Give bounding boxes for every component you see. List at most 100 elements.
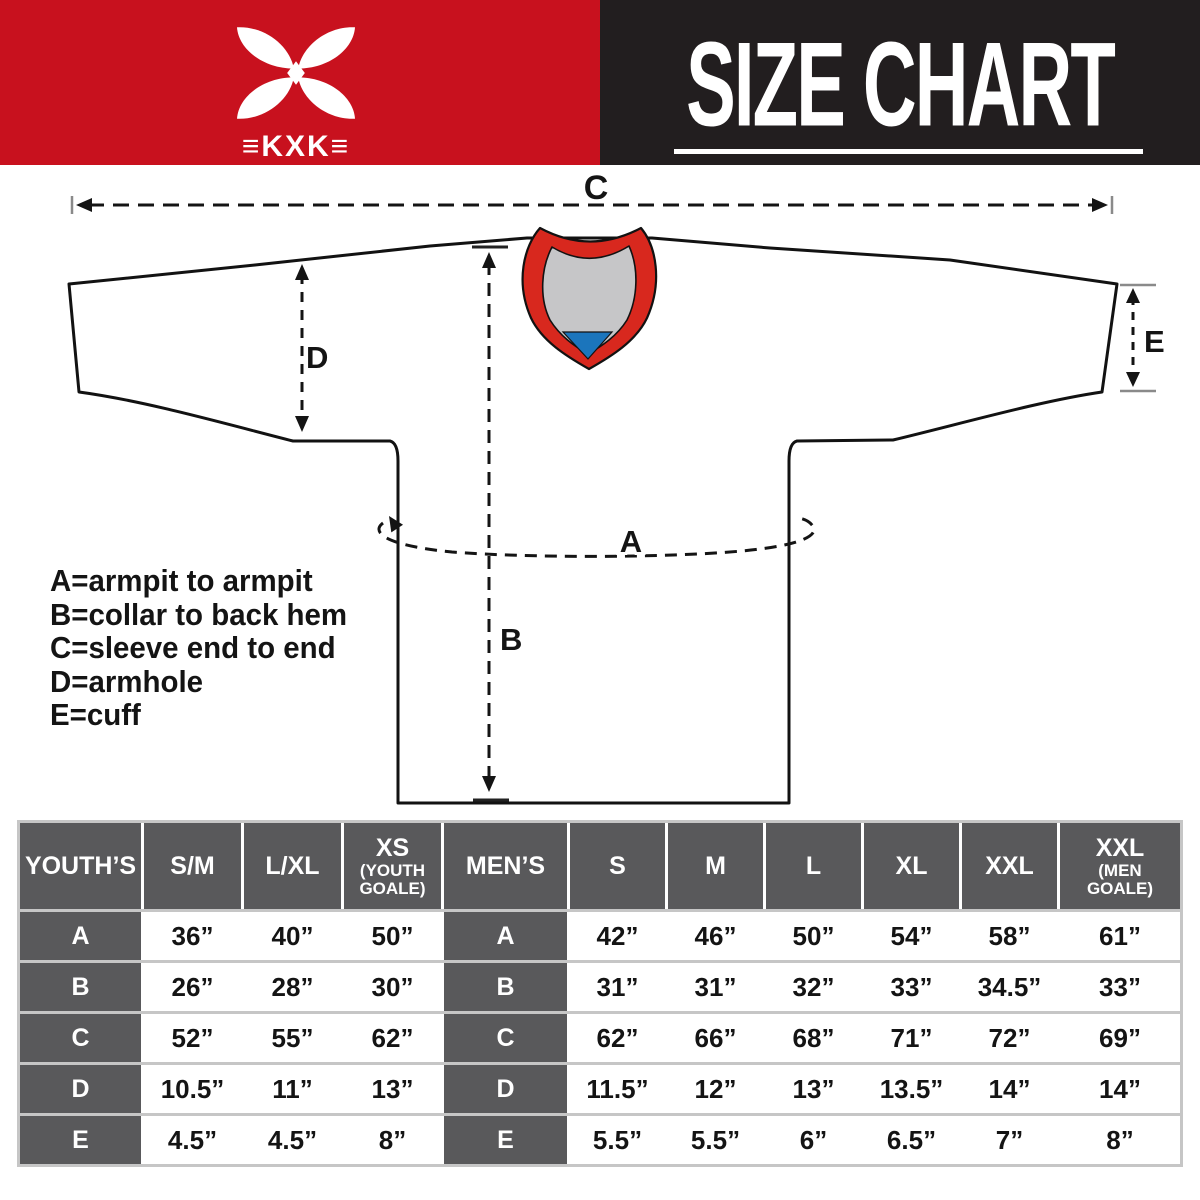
column-header-cell: XL: [864, 823, 959, 909]
value-cell: 66”: [668, 1014, 763, 1062]
column-header-cell-text: XXL: [985, 851, 1034, 880]
value-cell-text: 33”: [1099, 971, 1141, 1002]
dim-d-arrow-down: [295, 416, 309, 432]
legend-line-d: D=armhole: [50, 663, 204, 699]
table-row: C 52” 55” 62” C 62” 66” 68” 71” 72” 69”: [20, 1014, 1180, 1062]
value-cell-text: 31”: [596, 971, 639, 1002]
row-label-cell-text: A: [496, 921, 515, 950]
value-cell-text: 71”: [890, 1022, 933, 1053]
collar-inner-panel: [541, 245, 637, 355]
value-cell: 55”: [244, 1014, 341, 1062]
column-header-cell: XS (YOUTH GOALE): [344, 823, 441, 909]
value-cell: 40”: [244, 912, 341, 960]
column-header-cell-subtext: (YOUTH GOALE): [359, 861, 426, 898]
table-header-row: YOUTH’S S/M L/XL XS (YOUTH GOALE) MEN’S S M L XL X…: [20, 823, 1180, 909]
value-cell-text: 42”: [596, 920, 639, 951]
dim-b-arrow-down: [482, 776, 496, 792]
value-cell-text: 7”: [995, 1124, 1024, 1155]
column-header-cell: XXL (MEN GOALE): [1060, 823, 1180, 909]
column-header-cell: S/M: [144, 823, 241, 909]
value-cell-text: 33”: [890, 971, 933, 1002]
value-cell: 31”: [570, 963, 665, 1011]
brand-banner: ≡KXK≡: [0, 0, 600, 165]
value-cell: 4.5”: [244, 1116, 341, 1164]
value-cell: 12”: [668, 1065, 763, 1113]
column-header-cell-text: S: [609, 851, 626, 880]
value-cell: 6”: [766, 1116, 861, 1164]
legend-line-a: A=armpit to armpit: [50, 563, 313, 598]
value-cell-text: 46”: [694, 920, 737, 951]
value-cell: 28”: [244, 963, 341, 1011]
dim-d-arrow-up: [295, 264, 309, 280]
value-cell-text: 31”: [694, 971, 737, 1002]
column-header-cell: YOUTH’S: [20, 823, 141, 909]
value-cell-text: 36”: [171, 920, 214, 951]
table-row: A 36” 40” 50” A 42” 46” 50” 54” 58” 61”: [20, 912, 1180, 960]
value-cell: 10.5”: [144, 1065, 241, 1113]
row-label-cell-text: E: [72, 1125, 89, 1154]
value-cell-text: 34.5”: [977, 971, 1042, 1002]
column-header-cell-text: XXL: [1095, 834, 1145, 862]
column-header-cell-text: L: [805, 851, 822, 880]
legend-line-c: C=sleeve end to end: [50, 630, 336, 665]
dim-c-arrow-left: [76, 198, 92, 212]
value-cell-text: 13.5”: [879, 1073, 944, 1104]
dim-e-arrow-down: [1126, 372, 1140, 387]
row-label-cell: E: [20, 1116, 141, 1164]
value-cell-text: 14”: [988, 1073, 1031, 1104]
row-label-cell-text: D: [71, 1074, 90, 1103]
row-label-cell: C: [444, 1014, 567, 1062]
value-cell: 68”: [766, 1014, 861, 1062]
value-cell-text: 12”: [694, 1073, 737, 1104]
row-label-cell: E: [444, 1116, 567, 1164]
value-cell: 30”: [344, 963, 441, 1011]
value-cell: 7”: [962, 1116, 1057, 1164]
title-banner: SIZE CHART: [600, 0, 1200, 165]
dim-label-a: A: [620, 524, 642, 559]
legend-line-e: E=cuff: [50, 697, 141, 732]
column-header-cell: XXL: [962, 823, 1057, 909]
value-cell: 71”: [864, 1014, 959, 1062]
column-header-cell: L/XL: [244, 823, 341, 909]
value-cell: 62”: [570, 1014, 665, 1062]
value-cell: 61”: [1060, 912, 1180, 960]
collar-vneck-insert: [561, 331, 614, 360]
row-label-cell-text: E: [497, 1125, 514, 1154]
value-cell-text: 13”: [371, 1073, 414, 1104]
column-header-cell-text: YOUTH’S: [24, 851, 137, 880]
value-cell: 69”: [1060, 1014, 1180, 1062]
column-header-cell: S: [570, 823, 665, 909]
value-cell-text: 8”: [378, 1124, 407, 1155]
value-cell-text: 4.5”: [267, 1124, 318, 1155]
value-cell-text: 62”: [596, 1022, 639, 1053]
value-cell: 8”: [344, 1116, 441, 1164]
row-label-cell-text: A: [71, 921, 90, 950]
value-cell-text: 40”: [271, 920, 314, 951]
value-cell: 26”: [144, 963, 241, 1011]
value-cell-text: 72”: [988, 1022, 1031, 1053]
title-underline: [674, 149, 1143, 154]
value-cell-text: 11.5”: [586, 1073, 649, 1104]
value-cell-text: 62”: [371, 1022, 414, 1053]
value-cell-text: 55”: [271, 1022, 314, 1053]
value-cell-text: 58”: [988, 920, 1031, 951]
value-cell-text: 68”: [792, 1022, 835, 1053]
column-header-cell-text: L/XL: [265, 851, 320, 880]
column-header-cell-text: MEN’S: [465, 851, 546, 880]
value-cell: 4.5”: [144, 1116, 241, 1164]
value-cell-text: 54”: [890, 920, 933, 951]
column-header-cell: L: [766, 823, 861, 909]
value-cell: 31”: [668, 963, 763, 1011]
value-cell: 14”: [962, 1065, 1057, 1113]
dim-c-arrow-right: [1092, 198, 1108, 212]
value-cell-text: 6.5”: [886, 1124, 937, 1155]
value-cell-text: 4.5”: [167, 1124, 218, 1155]
column-header-cell: M: [668, 823, 763, 909]
row-label-cell: D: [20, 1065, 141, 1113]
value-cell-text: 14”: [1099, 1073, 1141, 1104]
value-cell-text: 6”: [799, 1124, 828, 1155]
value-cell-text: 26”: [171, 971, 214, 1002]
value-cell: 34.5”: [962, 963, 1057, 1011]
value-cell: 6.5”: [864, 1116, 959, 1164]
